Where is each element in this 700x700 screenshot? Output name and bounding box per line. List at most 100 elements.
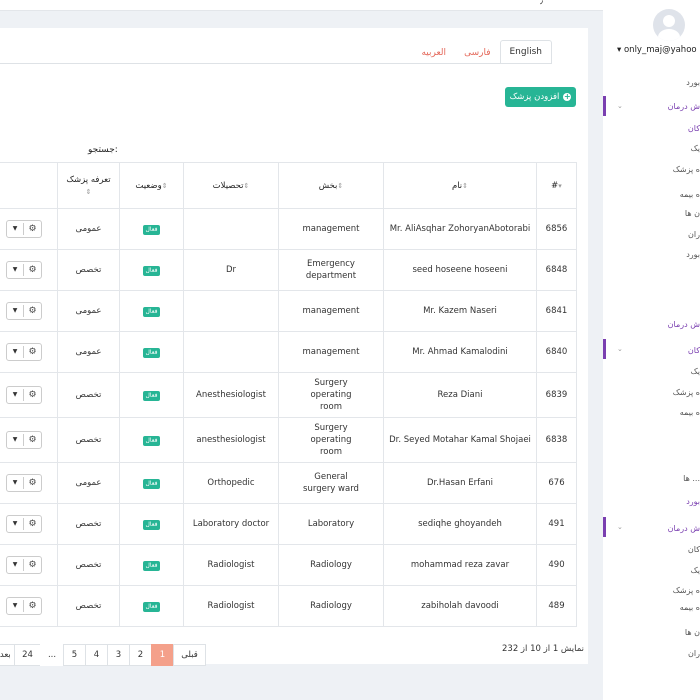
status-header[interactable]: وضعیت⇕ [119,162,184,209]
chevron-down-icon[interactable]: ⌄ [617,102,623,110]
department-cell: Radiology [278,544,384,586]
row-actions: ▼ ⚙ [0,290,58,332]
caret-down-icon: ▾ [617,45,622,55]
id-cell: 6848 [536,249,577,291]
status-cell: فعال [119,331,184,373]
tariff-header[interactable]: تعرفه پزشک ⇕ [57,162,120,209]
sidebar-item[interactable]: ران [688,649,700,658]
row-action-dropdown[interactable]: ▼ ⚙ [6,343,42,361]
table-row[interactable]: ▼ ⚙ عمومی فعال management Mr. Ahmad Kamalodin… [0,331,577,373]
next-page-button[interactable]: بعدی [0,644,15,666]
row-action-dropdown[interactable]: ▼ ⚙ [6,597,42,615]
department-cell: Surgery operating room [278,417,384,463]
chevron-down-icon[interactable]: ⌄ [617,523,623,531]
status-badge: فعال [142,561,161,571]
row-action-dropdown[interactable]: ▼ ⚙ [6,556,42,574]
sidebar-item[interactable]: ه پزشک [672,388,700,397]
table-row[interactable]: ▼ ⚙ تخصص فعال Radiologist Radiology zabiholah … [0,585,577,627]
row-action-dropdown[interactable]: ▼ ⚙ [6,515,42,533]
caret-down-icon: ▼ [7,223,25,235]
chevron-down-icon[interactable]: ⌄ [617,345,623,353]
education-cell: Radiologist [183,585,279,627]
language-tabs: العربیه فارسی English [412,38,552,64]
avatar[interactable] [653,9,685,41]
sidebar-item[interactable]: ه بیمه [679,603,700,612]
sidebar-item[interactable]: بورد [686,497,700,506]
sidebar-item[interactable]: ه پزشک [672,586,700,595]
sidebar-item[interactable]: کان [687,124,700,133]
status-badge: فعال [142,436,161,446]
table-row[interactable]: ▼ ⚙ تخصص فعال Anesthesiologist Surgery operat… [0,372,577,418]
id-cell: 6841 [536,290,577,332]
education-cell [183,208,279,250]
table-row[interactable]: ▼ ⚙ عمومی فعال management Mr. Kazem Naseri 684… [0,290,577,332]
name-cell: Mr. AliAsqhar ZohoryanAbotorabi [383,208,537,250]
sidebar: ▾ only_maj@yahoo بورد ش درمان کان یک ه پزشک ه… [603,0,700,700]
education-header[interactable]: تحصیلات⇕ [183,162,279,209]
sidebar-item[interactable]: یک [690,566,700,575]
education-cell: Radiologist [183,544,279,586]
top-bar: ٫ [0,0,603,11]
sidebar-item[interactable]: یک [690,367,700,376]
sidebar-item[interactable]: ران [688,230,700,239]
table-row[interactable]: ▼ ⚙ تخصص فعال Radiologist Radiology mohammad r… [0,544,577,586]
row-action-dropdown[interactable]: ▼ ⚙ [6,220,42,238]
prev-page-button[interactable]: قبلی [173,644,206,666]
table-row[interactable]: ▼ ⚙ تخصص فعال Laboratory doctor Laboratory sed… [0,503,577,545]
sidebar-item[interactable]: ش درمان [667,102,700,111]
name-cell: Mr. Ahmad Kamalodini [383,331,537,373]
id-cell: 6856 [536,208,577,250]
page-3-button[interactable]: 3 [107,644,130,666]
row-action-dropdown[interactable]: ▼ ⚙ [6,261,42,279]
name-cell: Dr.Hasan Erfani [383,462,537,504]
table-row[interactable]: ▼ ⚙ تخصص فعال anesthesiologist Surgery operat… [0,417,577,463]
sidebar-item[interactable]: بورد [686,78,700,87]
add-doctor-button[interactable]: + افزودن پزشک [505,87,576,107]
id-header[interactable]: #▾ [536,162,577,209]
gear-icon: ⚙ [28,306,37,316]
sidebar-item[interactable]: بورد [686,250,700,259]
table-row[interactable]: ▼ ⚙ عمومی فعال Orthopedic General surgery war… [0,462,577,504]
page-2-button[interactable]: 2 [129,644,152,666]
page-5-button[interactable]: 5 [63,644,86,666]
gear-icon: ⚙ [28,519,37,529]
sort-icon: ⇕ [85,187,92,196]
table-row[interactable]: ▼ ⚙ تخصص فعال Dr Emergency department seed hos… [0,249,577,291]
page-4-button[interactable]: 4 [85,644,108,666]
user-menu[interactable]: ▾ only_maj@yahoo [617,45,697,55]
sidebar-item[interactable]: ه پزشک [672,165,700,174]
tab-english[interactable]: English [499,40,552,64]
table-row[interactable]: ▼ ⚙ عمومی فعال management Mr. AliAsqhar Zohor… [0,208,577,250]
row-action-dropdown[interactable]: ▼ ⚙ [6,431,42,449]
tab-arabic[interactable]: العربیه [421,48,447,58]
sidebar-item[interactable]: ش درمان [667,524,700,533]
gear-icon: ⚙ [28,390,37,400]
sidebar-item[interactable]: ... ها [683,474,700,483]
row-action-dropdown[interactable]: ▼ ⚙ [6,302,42,320]
department-cell: Radiology [278,585,384,627]
department-header[interactable]: بخش⇕ [278,162,384,209]
page-1-button[interactable]: 1 [151,644,174,666]
page-24-button[interactable]: 24 [14,644,41,666]
sidebar-item[interactable]: ن ها [684,628,700,637]
row-action-dropdown[interactable]: ▼ ⚙ [6,386,42,404]
tariff-cell: عمومی [57,462,120,504]
avatar-body [658,29,680,41]
row-action-dropdown[interactable]: ▼ ⚙ [6,474,42,492]
sidebar-item[interactable]: ش درمان [667,320,700,329]
sidebar-item[interactable]: ه بیمه [679,408,700,417]
sidebar-item[interactable]: کان [687,545,700,554]
tab-farsi[interactable]: فارسی [464,48,491,58]
sidebar-item[interactable]: ن ها [684,209,700,218]
caret-down-icon: ▼ [7,346,25,358]
caret-down-icon: ▼ [7,518,25,530]
sidebar-item[interactable]: ه بیمه [679,190,700,199]
name-cell: zabiholah davoodi [383,585,537,627]
add-doctor-label: افزودن پزشک [509,92,560,102]
sidebar-item[interactable]: یک [690,144,700,153]
name-header[interactable]: نام⇕ [383,162,537,209]
sidebar-item[interactable]: کان [687,346,700,355]
name-cell: seed hoseene hoseeni [383,249,537,291]
id-cell: 489 [536,585,577,627]
gear-icon: ⚙ [28,347,37,357]
